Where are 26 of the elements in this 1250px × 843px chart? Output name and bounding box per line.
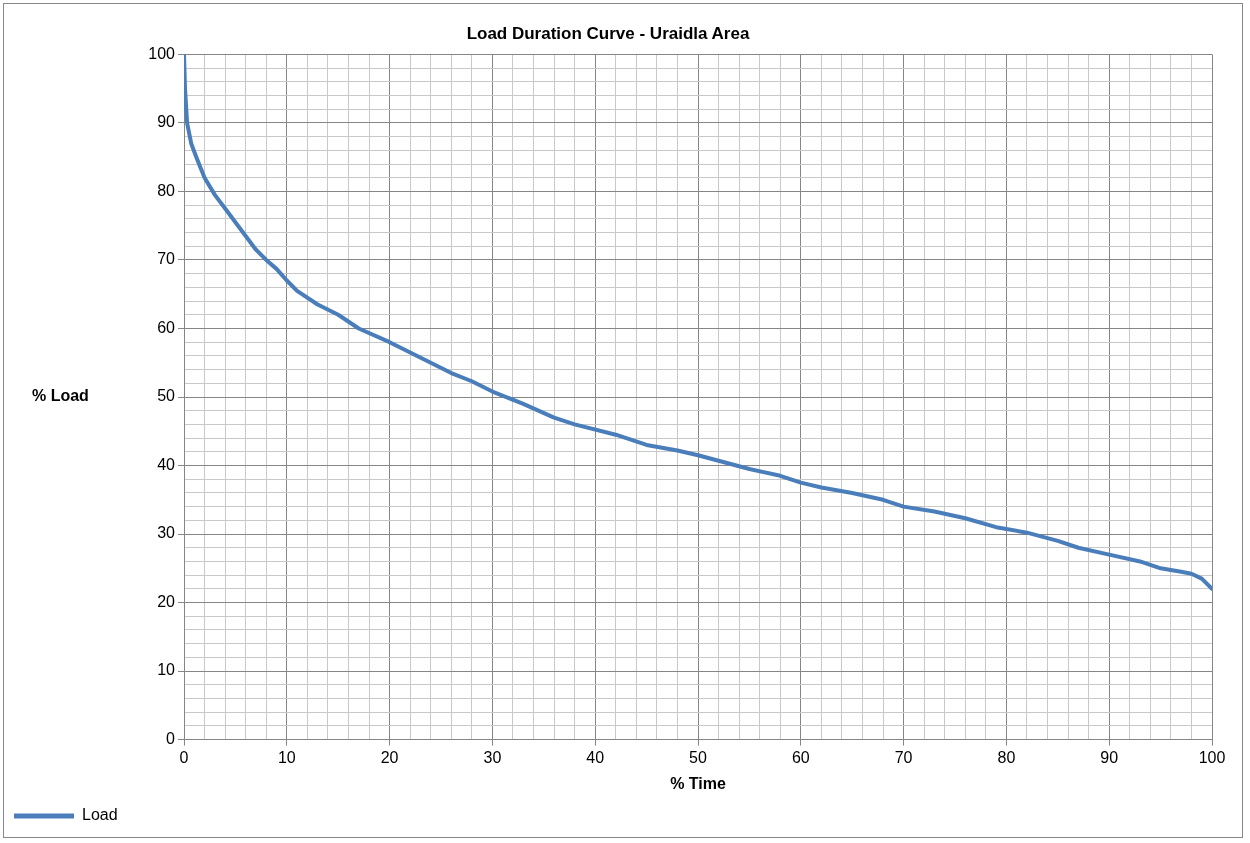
y-axis-title: % Load — [32, 387, 89, 405]
x-tick-label: 50 — [689, 748, 707, 766]
y-tick-label: 80 — [157, 181, 176, 199]
legend-label: Load — [82, 806, 118, 824]
y-tick-label: 50 — [157, 387, 176, 405]
x-tick-label: 60 — [791, 748, 810, 766]
x-tick-label: 90 — [1100, 748, 1119, 766]
x-tick-label: 10 — [277, 748, 296, 766]
x-tick-label: 20 — [380, 748, 399, 766]
y-tick-label: 90 — [157, 113, 176, 131]
y-tick-label: 60 — [157, 318, 176, 336]
chart-title: Load Duration Curve - Uraidla Area — [466, 23, 750, 43]
x-axis-title: % Time — [670, 774, 726, 792]
x-tick-label: 30 — [483, 748, 502, 766]
y-tick-label: 20 — [157, 592, 176, 610]
x-tick-label: 70 — [894, 748, 913, 766]
y-tick-label: 0 — [166, 730, 176, 748]
y-tick-label: 40 — [157, 455, 176, 473]
y-tick-label: 30 — [157, 524, 176, 542]
x-tick-label: 0 — [179, 748, 189, 766]
x-tick-label: 100 — [1198, 748, 1226, 766]
x-tick-label: 80 — [997, 748, 1016, 766]
y-tick-label: 10 — [157, 661, 176, 679]
y-tick-label: 70 — [157, 250, 176, 268]
y-tick-label: 100 — [148, 44, 176, 62]
x-tick-label: 40 — [586, 748, 605, 766]
